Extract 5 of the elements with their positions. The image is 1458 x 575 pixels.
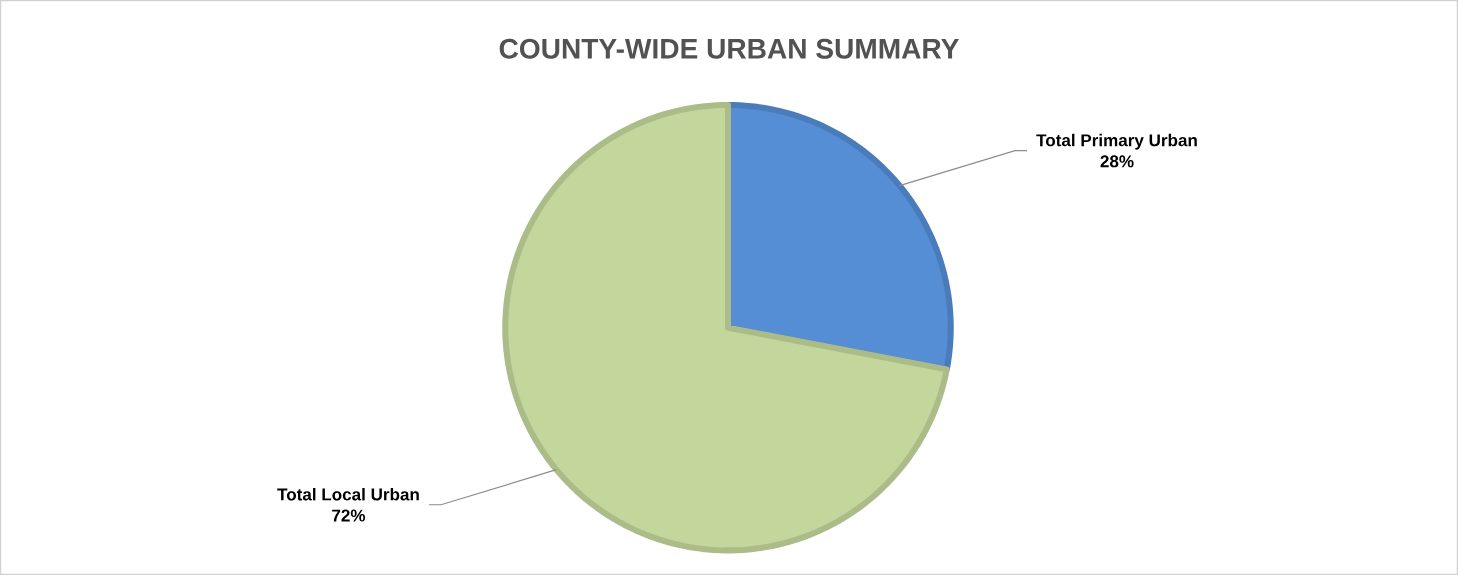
chart-title: COUNTY-WIDE URBAN SUMMARY (499, 38, 959, 59)
data-label: 28% (1100, 155, 1134, 168)
data-label: 72% (332, 509, 366, 522)
slice-label: Total Primary Urban (1036, 133, 1197, 150)
slice-label: Total Local Urban (277, 487, 419, 501)
